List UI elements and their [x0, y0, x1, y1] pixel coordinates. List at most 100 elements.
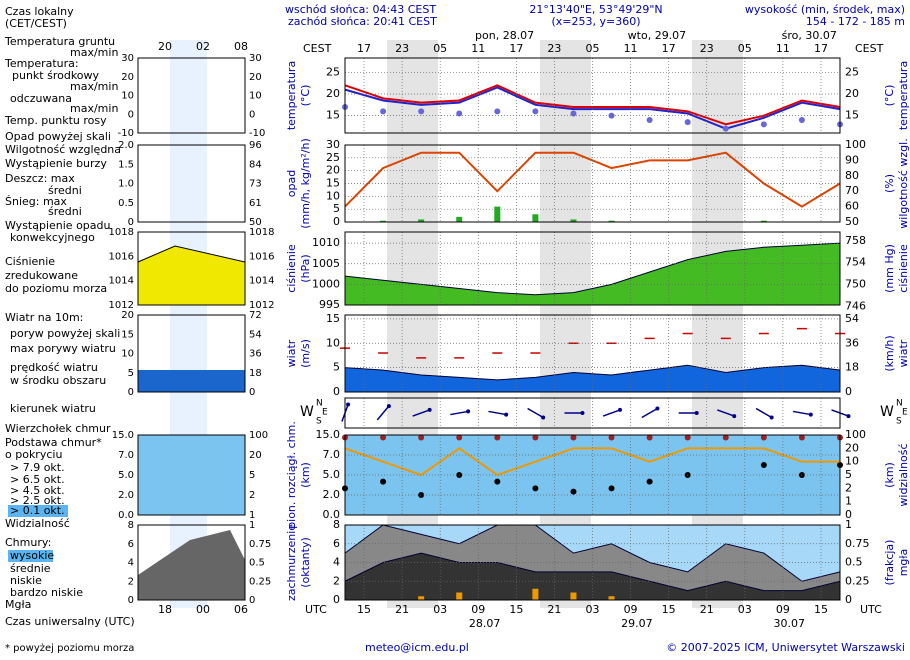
- y-axis-label: (km): [299, 462, 312, 488]
- arrow-head: [655, 406, 660, 411]
- y2-axis-label: ciśnienie: [897, 244, 910, 293]
- mini-tick-label: 1018: [249, 227, 274, 238]
- day-label: wto, 29.07: [628, 29, 687, 42]
- wind-arrow: [717, 409, 735, 417]
- mini-top-tick: 02: [196, 40, 210, 53]
- legend-text: zredukowane: [5, 269, 78, 282]
- dot: [760, 121, 767, 128]
- legend-swatch: [8, 505, 68, 517]
- y2-axis-label: (mm Hg): [883, 244, 896, 293]
- mini-tick-label: 30: [249, 53, 262, 64]
- dot: [418, 492, 425, 498]
- mini-tick-label: 20: [121, 310, 134, 321]
- legend-text: > 7.9 okt.: [10, 461, 65, 474]
- mini-tick-label: 0: [128, 387, 134, 398]
- mini-tick-label: 7.0: [118, 450, 134, 461]
- compass: W: [880, 404, 894, 420]
- compass: S: [316, 417, 322, 427]
- y-axis-label: (hPa): [299, 254, 312, 282]
- mini-tick-label: 84: [249, 159, 262, 170]
- dot: [380, 108, 387, 115]
- mini-base: [138, 435, 245, 515]
- y2-tick-label: 15: [845, 109, 859, 122]
- arrow-head: [732, 414, 737, 419]
- mini-frame: [137, 434, 246, 516]
- y2-tick-label: 0: [845, 385, 852, 398]
- arrow-head: [541, 415, 546, 420]
- mini-tick-label: 10: [121, 349, 134, 360]
- header-text: wschód słońca: 04:43 CEST: [285, 3, 436, 16]
- wind-arrow: [412, 409, 430, 417]
- line: [344, 447, 840, 477]
- cest-tick-label: 17: [509, 42, 523, 55]
- mini-tick-label: 2: [128, 576, 134, 587]
- y-tick-label: 4: [333, 556, 340, 569]
- dot: [532, 485, 539, 492]
- y-tick-label: 5: [333, 202, 340, 215]
- legend-swatch: [8, 550, 53, 562]
- cest-tick-label: 23: [547, 42, 561, 55]
- y-tick-label: 995: [319, 298, 340, 311]
- mini-top-tick: 08: [234, 40, 248, 53]
- dot: [570, 434, 577, 441]
- utc-tick-label: 09: [471, 603, 485, 616]
- mini-tick-label: 0: [249, 595, 255, 606]
- mini-tick-label: 72: [249, 310, 262, 321]
- mini-tick-label: 20: [121, 72, 134, 83]
- y-tick-label: 0: [333, 385, 340, 398]
- dot: [494, 434, 501, 441]
- legend-text: średni: [48, 205, 82, 218]
- utc-tick-label: 15: [662, 603, 676, 616]
- cest-tick-label: 17: [662, 42, 676, 55]
- legend-text: Czas uniwersalny (UTC): [5, 615, 135, 628]
- arrow-head: [580, 411, 585, 415]
- dot: [494, 108, 501, 115]
- mini-clouds: [138, 530, 245, 600]
- legend-text: Wystąpienie burzy: [5, 157, 107, 170]
- mini-tick-label: 50: [249, 217, 262, 228]
- bar: [456, 592, 463, 600]
- legend-text: Podstawa chmur*: [5, 436, 102, 449]
- mini-tick-label: 1014: [249, 276, 274, 287]
- cest-tick-label: 23: [395, 42, 409, 55]
- mini-tick-label: 4: [128, 558, 134, 569]
- legend-text: wysokie: [10, 549, 54, 562]
- mini-tick-label: 2.0: [118, 490, 134, 501]
- utc-tick-label: 21: [395, 603, 409, 616]
- y2-tick-label: 2: [845, 481, 852, 494]
- mini-bottom-tick: 18: [158, 603, 172, 616]
- cest-label: CEST: [855, 42, 884, 55]
- wind-arrow: [488, 410, 507, 416]
- mini-tick-label: 1012: [249, 300, 274, 311]
- mini-tick-label: 10: [121, 91, 134, 102]
- bar: [760, 220, 767, 222]
- mini-frame: [137, 524, 246, 601]
- utc-tick-label: 21: [547, 603, 561, 616]
- legend-text: > 2.5 okt.: [10, 494, 65, 507]
- y-tick-label: 0: [333, 215, 340, 228]
- y2-axis-label: mgła: [897, 549, 910, 577]
- dot: [798, 434, 805, 441]
- date-label: 28.07: [469, 617, 501, 630]
- y-axis-label: ciśnienie: [285, 244, 298, 293]
- legend-text: Chmury:: [5, 536, 51, 549]
- mini-tick-label: 30: [121, 53, 134, 64]
- legend-text: Wiatr na 10m:: [5, 311, 83, 324]
- y2-tick-label: 1: [845, 495, 852, 508]
- day-label: śro, 30.07: [782, 29, 837, 42]
- mini-tick-label: 73: [249, 179, 262, 190]
- y-axis-label: temperatura: [285, 61, 298, 130]
- bar: [494, 206, 501, 222]
- mini-tick-label: -10: [118, 128, 134, 139]
- wind-arrow: [376, 405, 390, 421]
- y2-axis-label: (%): [883, 174, 896, 193]
- panel-frame: [344, 231, 841, 306]
- legend-text: Wilgotność względna: [5, 143, 121, 156]
- y-axis-label: (°C): [299, 85, 312, 107]
- dot: [418, 434, 425, 441]
- mini-wind: [138, 370, 245, 392]
- y-tick-label: 8: [333, 518, 340, 531]
- legend-text: w środku obszaru: [10, 374, 106, 387]
- mini-tick-label: 5: [128, 368, 134, 379]
- cest-tick-label: 05: [586, 42, 600, 55]
